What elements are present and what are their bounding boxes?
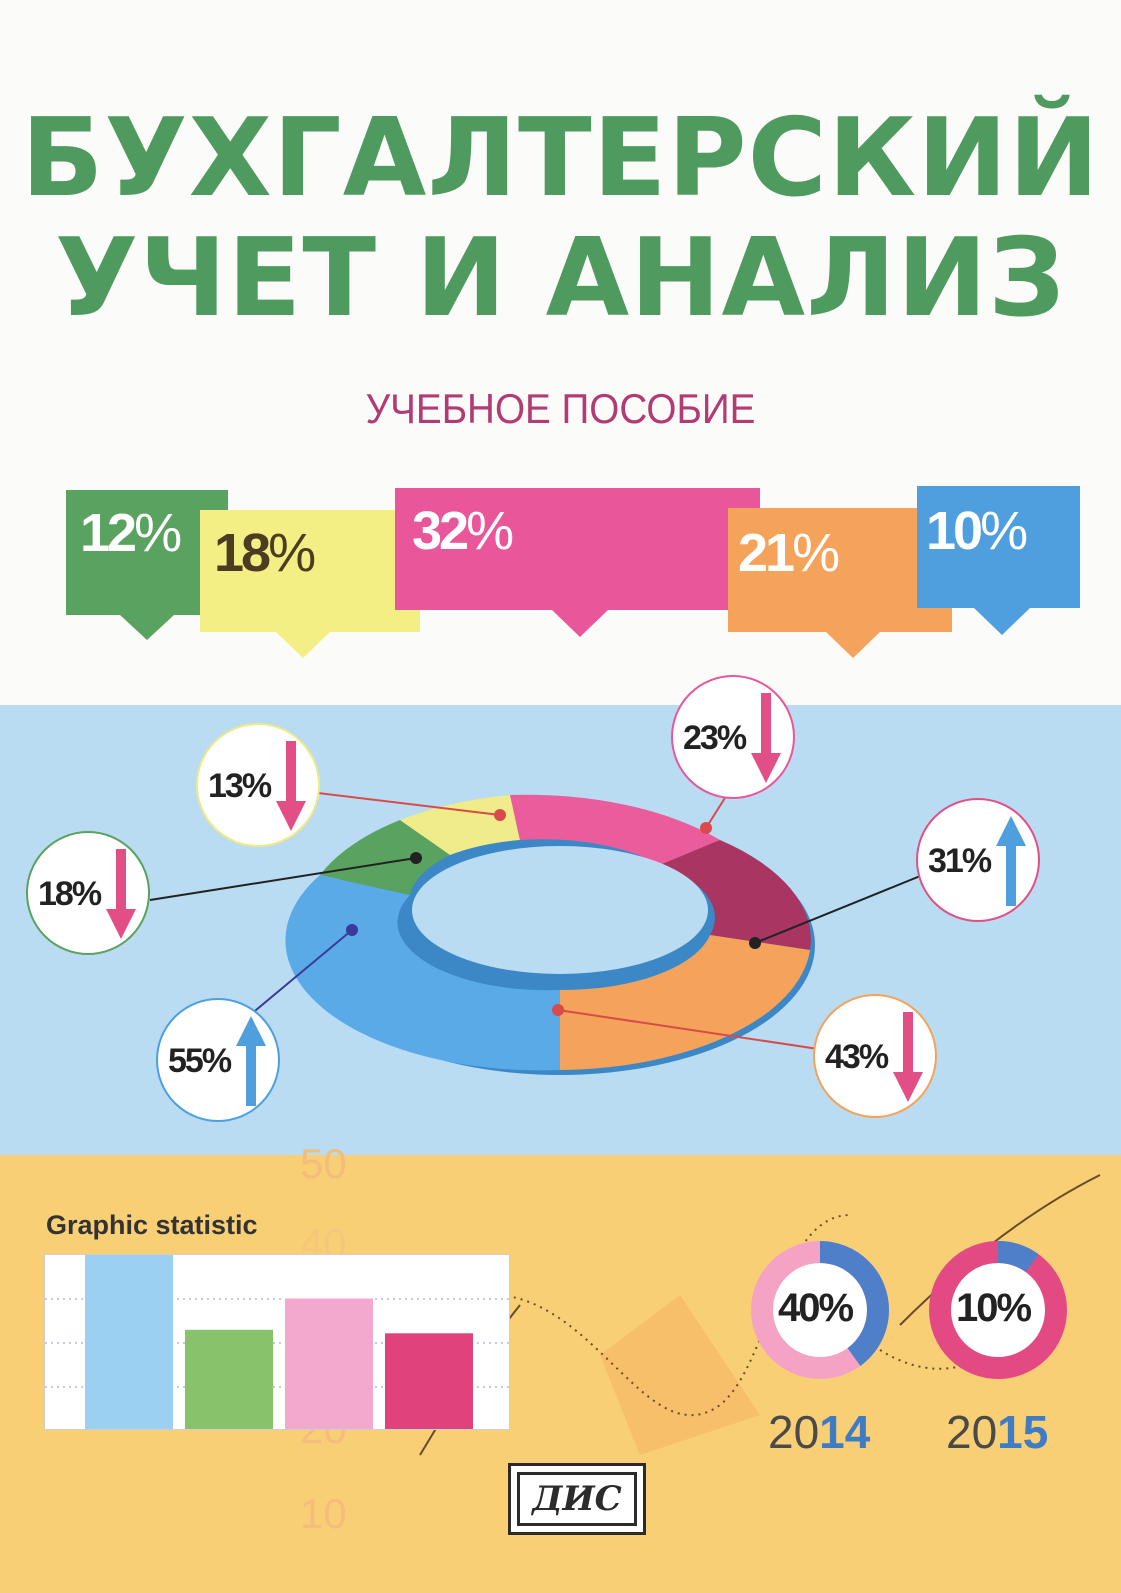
flag-banners [66, 486, 1080, 658]
ring-label: 10% [956, 1286, 1032, 1330]
ring-progress [751, 1241, 889, 1379]
year-suffix: 14 [819, 1406, 871, 1458]
callout-label: 18% [38, 875, 102, 913]
year-suffix: 15 [997, 1406, 1049, 1458]
flag-percent: % [268, 523, 316, 583]
callout-label: 31% [928, 842, 992, 880]
title-line-1: БУХГАЛТЕРСКИЙ [21, 96, 1100, 221]
donut-segment-blue [285, 875, 560, 1071]
leader-dot [410, 852, 422, 864]
leader-dot [552, 1004, 564, 1016]
bar-chart [45, 1255, 509, 1429]
arrow-down-icon [276, 741, 306, 831]
bar [285, 1298, 373, 1429]
bar [185, 1329, 273, 1429]
flag-label-3: 32% [412, 500, 514, 562]
flag-blue-shape [917, 486, 1080, 635]
donut-segment-orange [560, 935, 810, 1070]
callout-label: 23% [683, 719, 747, 757]
arrow-down-icon [893, 1012, 923, 1102]
flag-percent: % [134, 503, 182, 563]
flag-percent: % [466, 501, 514, 561]
logo-frame: ДИС [517, 1472, 637, 1526]
flag-label-5: 10% [926, 500, 1028, 562]
flag-percent: % [792, 523, 840, 583]
leader-line [317, 792, 501, 816]
ring-year: 2014 [768, 1405, 870, 1459]
flag-orange-shape [728, 508, 952, 658]
donut-segment-maroon [660, 840, 811, 950]
donut-segment-green [320, 820, 450, 895]
callout-badge: 31% [916, 798, 1040, 922]
subtitle: УЧЕБНОЕ ПОСОБИЕ [365, 385, 756, 432]
arrow-down-icon [751, 693, 781, 783]
callout-label: 43% [825, 1038, 889, 1076]
leader-dot [700, 822, 712, 834]
logo-text: ДИС [532, 1479, 622, 1519]
flag-yellow-shape [200, 510, 420, 658]
progress-ring [751, 1241, 889, 1379]
flag-pink-shape [395, 488, 760, 637]
flag-label-1: 12% [80, 502, 182, 564]
callout-label: 13% [208, 767, 272, 805]
flag-green-shape [66, 490, 228, 640]
decor-curve [879, 1349, 996, 1370]
flag-label-2: 18% [214, 522, 316, 584]
arrow-up-icon [996, 816, 1026, 906]
leader-line [149, 857, 417, 901]
callout-badge: 18% [26, 831, 150, 955]
flag-label-4: 21% [738, 522, 840, 584]
statistic-heading: Graphic statistic [46, 1210, 258, 1240]
ring-year: 2015 [946, 1405, 1048, 1459]
flag-number: 18 [214, 523, 271, 583]
callout-badge: 55% [156, 998, 280, 1122]
bar-chart-panel [44, 1254, 510, 1430]
leader-dot [749, 937, 761, 949]
callout-label: 55% [168, 1042, 232, 1080]
decor-shape [600, 1295, 760, 1455]
flag-percent: % [980, 501, 1028, 561]
bar [85, 1255, 173, 1429]
ring-progress [929, 1241, 1067, 1379]
leader-dot [494, 809, 506, 821]
donut-segment-pink [510, 794, 720, 865]
publisher-logo: ДИС [508, 1463, 646, 1535]
callout-badge: 43% [813, 994, 937, 1118]
flag-number: 12 [80, 503, 137, 563]
flag-number: 10 [926, 501, 983, 561]
arrow-down-icon [106, 849, 136, 939]
year-prefix: 20 [946, 1406, 998, 1458]
donut-segment-yellow [400, 795, 520, 855]
flag-number: 32 [412, 501, 469, 561]
ring-label: 40% [778, 1286, 854, 1330]
progress-ring [929, 1241, 1067, 1379]
leader-line [249, 929, 353, 1016]
year-prefix: 20 [768, 1406, 820, 1458]
callout-badge: 23% [671, 675, 795, 799]
leader-line [557, 1009, 826, 1051]
bar [385, 1333, 473, 1429]
flag-number: 21 [738, 523, 795, 583]
leader-dot [346, 924, 358, 936]
donut-illustration [149, 789, 936, 1075]
leader-line [754, 869, 936, 944]
title-line-2: УЧЕТ И АНАЛИЗ [55, 216, 1066, 341]
background-number: 10 [300, 1490, 347, 1537]
donut-hole [412, 846, 708, 974]
background-number: 50 [300, 1140, 347, 1187]
arrow-up-icon [236, 1016, 266, 1106]
callout-badge: 13% [196, 723, 320, 847]
